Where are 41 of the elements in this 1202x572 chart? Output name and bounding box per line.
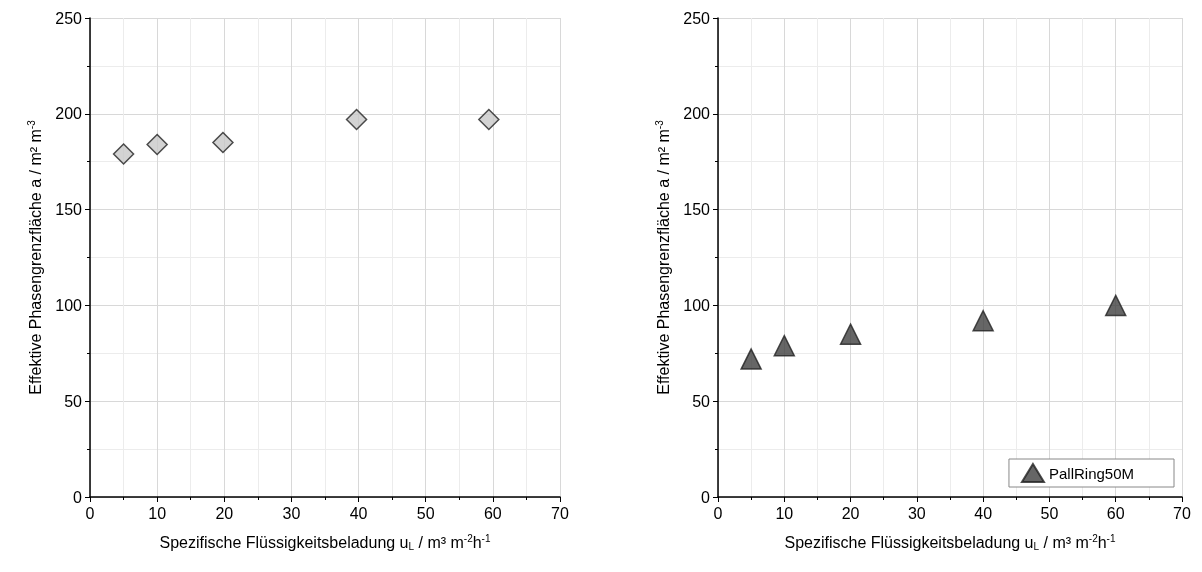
y-tick-label: 100 [55,296,83,314]
y-tick-label: 200 [55,105,83,123]
x-tick-label: 0 [713,504,723,522]
x-tick-label: 20 [215,504,234,522]
y-tick-label: 50 [692,392,711,410]
y-tick-label: 100 [683,296,711,314]
x-tick-label: 30 [282,504,301,522]
y-tick-label: 150 [55,201,83,219]
point [972,309,994,332]
x-tick-label: 60 [1106,504,1125,522]
x-tick-label: 30 [907,504,926,522]
point [345,108,368,131]
y-tick-label: 0 [73,488,83,506]
y-tick-label: 200 [683,105,711,123]
y-tick-label: 0 [701,488,711,506]
point [112,143,135,165]
x-tick-label: 20 [841,504,860,522]
point [212,131,234,154]
x-tick-label: 40 [974,504,993,522]
point [1104,294,1127,317]
point [478,108,500,131]
point [740,348,762,370]
point [773,334,796,357]
y-axis-title: Effektive Phasengrenzfläche a / m² m-3 [653,119,672,395]
x-tick-label: 10 [148,504,167,522]
x-tick-label: 0 [85,504,95,522]
y-tick-label: 150 [683,201,711,219]
y-tick-label: 250 [683,9,711,27]
legend-label: PallRing50M [1048,464,1135,482]
x-tick-label: 40 [349,504,368,522]
x-tick-label: 50 [416,504,435,522]
y-axis-title: Effektive Phasengrenzfläche a / m² m-3 [25,119,44,395]
x-tick-label: 50 [1040,504,1059,522]
x-tick-label: 60 [483,504,502,522]
point [839,323,862,345]
x-tick-label: 70 [1173,504,1191,522]
x-tick-label: 70 [551,504,569,522]
point [146,133,168,156]
y-tick-label: 250 [55,9,83,27]
y-tick-label: 50 [64,392,83,410]
x-tick-label: 10 [775,504,794,522]
